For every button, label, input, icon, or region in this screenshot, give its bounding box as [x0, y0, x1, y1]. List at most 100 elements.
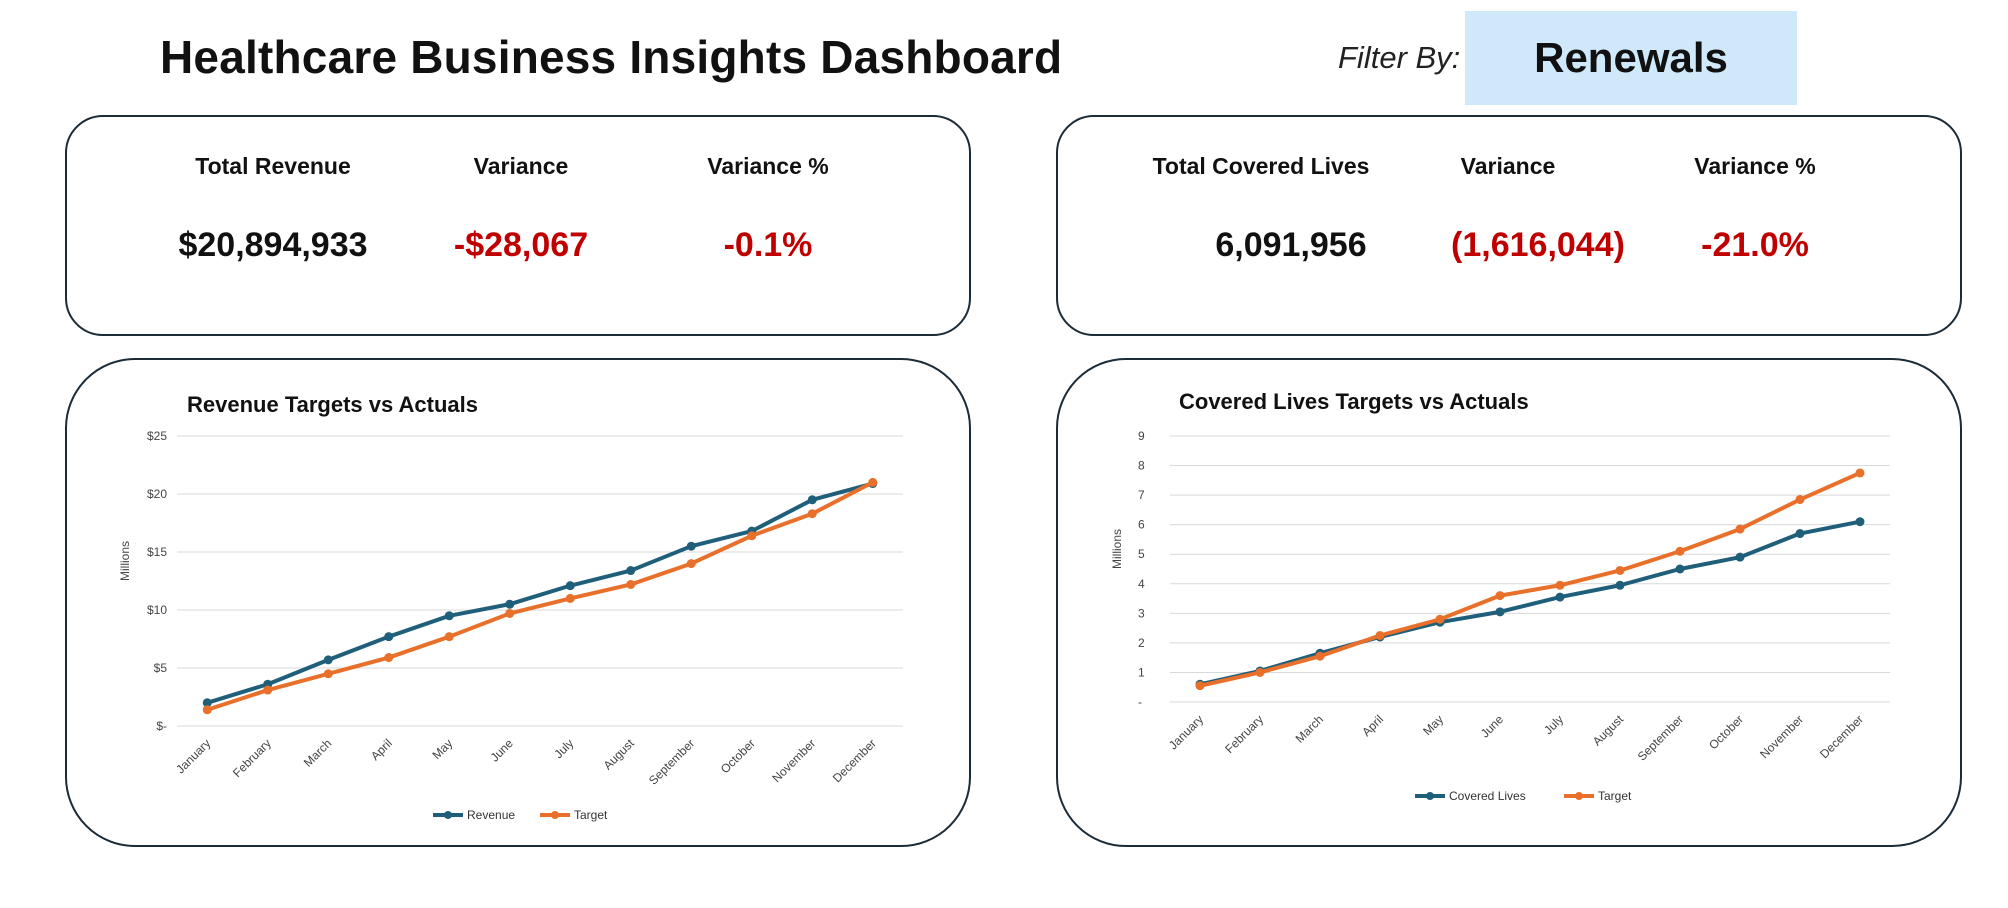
revenue-line-chart: Revenue Targets vs Actuals Millions $- $5 $1…: [118, 392, 903, 822]
lives-legend-marker: [1426, 792, 1434, 800]
revenue-y-tick-label: $25: [147, 429, 167, 443]
revenue-y-tick-label: $15: [147, 545, 167, 559]
revenue-revenue-point: [323, 655, 333, 665]
lives-target-point: [1435, 614, 1445, 624]
lives-x-tick-label: July: [1541, 712, 1566, 737]
revenue-y-tick-label: $10: [147, 603, 167, 617]
lives-y-tick-label: 8: [1138, 459, 1145, 473]
revenue-target-point: [747, 531, 757, 541]
revenue-target-line: [205, 480, 875, 712]
revenue-y-tick-label: $-: [156, 719, 167, 733]
lives-legend-label: Target: [1598, 789, 1632, 803]
revenue-x-tick-label: February: [230, 736, 274, 780]
lives-target-point: [1855, 468, 1865, 478]
lives-x-tick-label: June: [1478, 712, 1507, 741]
lives-target-point: [1255, 667, 1265, 677]
revenue-legend-marker: [551, 811, 559, 819]
lives-x-tick-label: May: [1420, 712, 1446, 738]
revenue-x-tick-label: December: [830, 736, 879, 785]
filter-label: Filter By:: [1338, 40, 1461, 75]
revenue-target-point: [384, 653, 394, 663]
revenue-revenue-point: [384, 632, 394, 642]
lives-y-tick-label: 6: [1138, 518, 1145, 532]
lives-target-point: [1615, 565, 1625, 575]
lives-x-tick-label: October: [1706, 712, 1746, 752]
lives-y-tick-label: 5: [1138, 547, 1145, 561]
lives-target-point: [1555, 580, 1565, 590]
lives-x-tick-label: November: [1757, 712, 1806, 761]
lives-variance-pct-label: Variance %: [1694, 153, 1816, 179]
revenue-x-tick-label: July: [551, 736, 576, 761]
revenue-variance-pct-label: Variance %: [707, 153, 829, 179]
revenue-target-point: [323, 669, 333, 679]
revenue-target-point: [263, 685, 273, 695]
revenue-legend-marker: [444, 811, 452, 819]
lives-variance-value: (1,616,044): [1451, 226, 1625, 264]
lives-x-tick-label: December: [1817, 712, 1866, 761]
revenue-x-tick-label: October: [718, 736, 758, 776]
lives-y-tick-label: 2: [1138, 636, 1145, 650]
lives-target-point: [1315, 651, 1325, 661]
filter-selector[interactable]: Renewals: [1465, 11, 1797, 105]
revenue-x-tick-label: January: [173, 736, 213, 776]
revenue-revenue-line: [205, 481, 875, 705]
covered-lives-line-chart: Covered Lives Targets vs Actuals Millions…: [1110, 389, 1890, 803]
total-covered-lives-label: Total Covered Lives: [1152, 153, 1370, 179]
lives-target-point: [1735, 524, 1745, 534]
lives-covered-lives-point: [1555, 592, 1565, 602]
lives-y-tick-label: 3: [1138, 606, 1145, 620]
revenue-variance-pct-value: -0.1%: [723, 226, 813, 264]
lives-covered-lives-point: [1615, 580, 1625, 590]
lives-chart-title: Covered Lives Targets vs Actuals: [1179, 389, 1529, 414]
covered-lives-kpi-card: Total Covered Lives Variance Variance % …: [1056, 115, 1962, 336]
lives-y-axis-label: Millions: [1110, 529, 1124, 569]
lives-variance-label: Variance: [1460, 153, 1556, 179]
revenue-revenue-point: [505, 599, 515, 609]
revenue-target-point: [686, 559, 696, 569]
lives-covered-lives-point: [1675, 564, 1685, 574]
lives-target-point: [1795, 495, 1805, 505]
revenue-target-point: [626, 579, 636, 589]
revenue-legend-label: Revenue: [467, 808, 515, 822]
lives-x-tick-label: August: [1590, 712, 1627, 749]
revenue-x-tick-label: April: [368, 736, 395, 763]
revenue-x-tick-label: August: [601, 736, 638, 773]
lives-y-tick-label: 4: [1138, 577, 1145, 591]
covered-lives-chart-card: Covered Lives Targets vs Actuals Millions…: [1056, 358, 1962, 847]
lives-x-tick-label: January: [1166, 712, 1206, 752]
total-revenue-value: $20,894,933: [178, 226, 368, 264]
lives-x-tick-label: March: [1293, 712, 1326, 745]
revenue-revenue-point: [444, 611, 454, 621]
revenue-target-point: [505, 608, 515, 618]
revenue-x-tick-label: March: [301, 736, 334, 769]
lives-target-point: [1375, 631, 1385, 640]
revenue-x-tick-label: November: [769, 736, 818, 785]
revenue-target-point: [868, 477, 878, 487]
lives-target-point: [1495, 591, 1505, 601]
revenue-variance-value: -$28,067: [453, 226, 589, 264]
lives-x-tick-label: April: [1359, 712, 1386, 739]
lives-target-point: [1675, 546, 1685, 556]
lives-legend-marker: [1575, 792, 1583, 800]
revenue-revenue-point: [626, 566, 636, 576]
lives-y-tick-label: 1: [1138, 665, 1145, 679]
lives-x-tick-label: February: [1222, 712, 1266, 756]
revenue-target-point: [444, 632, 454, 642]
revenue-x-tick-label: June: [488, 736, 517, 765]
lives-covered-lives-point: [1855, 517, 1865, 527]
revenue-kpi-card: Total Revenue Variance Variance % $20,89…: [65, 115, 971, 336]
total-revenue-label: Total Revenue: [195, 153, 351, 179]
revenue-target-point: [807, 509, 817, 519]
dashboard-title: Healthcare Business Insights Dashboard: [160, 31, 1063, 83]
lives-covered-lives-line: [1198, 519, 1862, 687]
lives-y-tick-label: 7: [1138, 488, 1145, 502]
lives-target-line: [1198, 470, 1862, 688]
revenue-target-point: [202, 705, 212, 715]
revenue-variance-label: Variance: [473, 153, 569, 179]
revenue-revenue-point: [565, 581, 575, 591]
total-covered-lives-value: 6,091,956: [1215, 226, 1367, 264]
lives-covered-lives-point: [1795, 529, 1805, 539]
revenue-chart-title: Revenue Targets vs Actuals: [187, 392, 478, 417]
revenue-target-point: [565, 593, 575, 603]
lives-x-tick-label: September: [1635, 712, 1686, 763]
